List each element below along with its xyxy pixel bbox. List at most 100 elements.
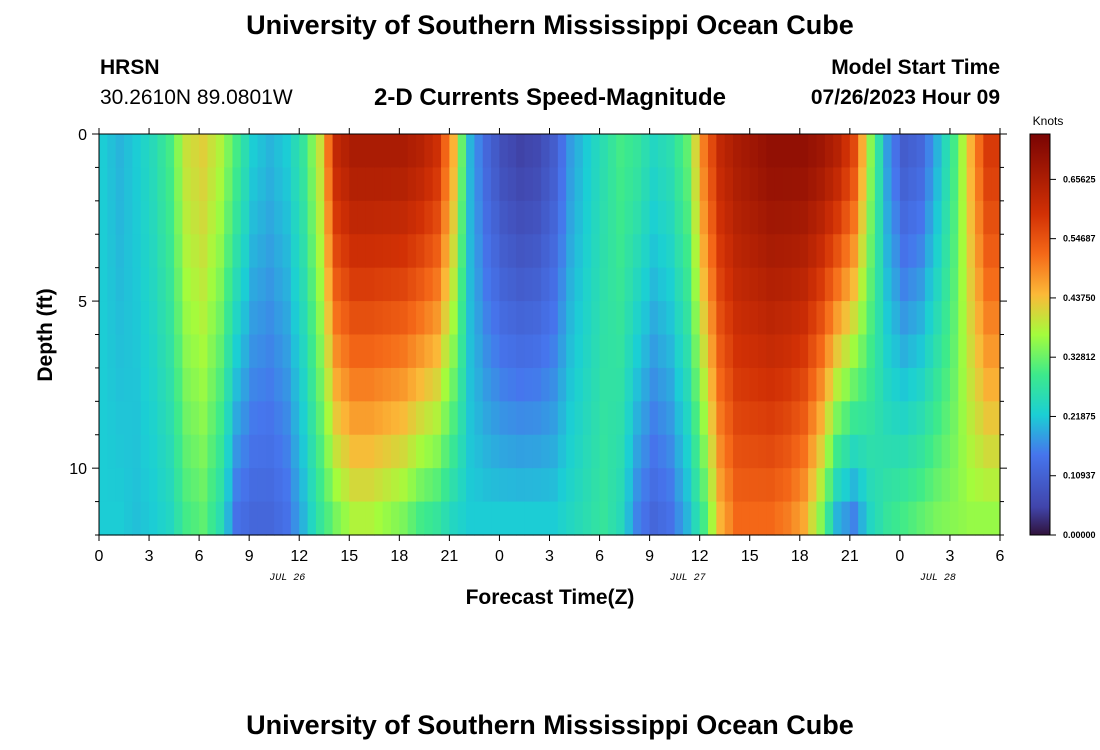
heatmap-cell <box>883 234 893 269</box>
heatmap-cell <box>257 200 267 235</box>
heatmap-cell <box>165 501 175 536</box>
heatmap-cell <box>799 200 809 235</box>
heatmap-cell <box>491 401 501 436</box>
heatmap-cell <box>374 401 384 436</box>
heatmap-cell <box>616 501 626 536</box>
heatmap-cell <box>324 334 334 369</box>
heatmap-cell <box>174 267 184 302</box>
heatmap-cell <box>899 434 909 469</box>
heatmap-cell <box>224 501 234 536</box>
heatmap-cell <box>524 200 534 235</box>
heatmap-cell <box>699 334 709 369</box>
heatmap-cell <box>824 200 834 235</box>
heatmap-cell <box>924 234 934 269</box>
heatmap-cell <box>549 134 559 169</box>
heatmap-cell <box>349 267 359 302</box>
heatmap-cell <box>791 334 801 369</box>
heatmap-cell <box>724 401 734 436</box>
x-tick-label: 9 <box>645 548 654 565</box>
heatmap-cell <box>224 401 234 436</box>
heatmap-cell <box>783 367 793 402</box>
heatmap-cell <box>916 167 926 202</box>
heatmap-cell <box>290 401 300 436</box>
heatmap-cell <box>791 401 801 436</box>
heatmap-cell <box>282 367 292 402</box>
heatmap-cell <box>115 267 125 302</box>
heatmap-cell <box>933 468 943 503</box>
heatmap-cell <box>541 334 551 369</box>
heatmap-cell <box>282 267 292 302</box>
heatmap-cell <box>174 434 184 469</box>
heatmap-cell <box>582 434 592 469</box>
heatmap-cell <box>257 401 267 436</box>
heatmap-cell <box>491 468 501 503</box>
heatmap-cell <box>257 501 267 536</box>
heatmap-cell <box>424 301 434 336</box>
heatmap-cell <box>274 334 284 369</box>
heatmap-cell <box>466 334 476 369</box>
heatmap-cell <box>641 167 651 202</box>
heatmap-cell <box>424 200 434 235</box>
heatmap-cell <box>307 167 317 202</box>
heatmap-cell <box>758 301 767 336</box>
heatmap-cell <box>774 134 784 169</box>
heatmap-cell <box>666 367 676 402</box>
heatmap-cell <box>524 468 534 503</box>
heatmap-cell <box>549 234 559 269</box>
heatmap-cell <box>140 501 150 536</box>
heatmap-cell <box>758 234 767 269</box>
heatmap-cell <box>766 301 776 336</box>
heatmap-cell <box>207 334 217 369</box>
heatmap-cell <box>149 234 158 269</box>
heatmap-cell <box>516 134 526 169</box>
heatmap-cell <box>607 200 617 235</box>
heatmap-cell <box>457 401 467 436</box>
heatmap-cell <box>582 468 592 503</box>
heatmap-cell <box>891 401 901 436</box>
heatmap-cell <box>983 267 993 302</box>
heatmap-cell <box>916 434 926 469</box>
heatmap-cell <box>783 468 793 503</box>
heatmap-cells <box>99 134 1001 536</box>
heatmap-cell <box>249 134 259 169</box>
heatmap-cell <box>390 434 400 469</box>
heatmap-cell <box>532 267 542 302</box>
heatmap-cell <box>232 367 242 402</box>
heatmap-cell <box>799 267 809 302</box>
heatmap-cell <box>599 501 609 536</box>
x-tick-label: 0 <box>495 548 504 565</box>
heatmap-cell <box>365 134 375 169</box>
heatmap-cell <box>541 367 551 402</box>
heatmap-cell <box>799 334 809 369</box>
heatmap-cell <box>441 167 450 202</box>
heatmap-cell <box>282 301 292 336</box>
heatmap-cell <box>866 134 876 169</box>
heatmap-cell <box>566 301 576 336</box>
heatmap-cell <box>399 434 409 469</box>
heatmap-cell <box>357 401 367 436</box>
heatmap-cell <box>833 200 843 235</box>
heatmap-cell <box>682 200 692 235</box>
heatmap-cell <box>265 334 275 369</box>
heatmap-cell <box>933 367 943 402</box>
heatmap-cell <box>107 200 117 235</box>
heatmap-cell <box>349 501 359 536</box>
heatmap-cell <box>949 334 959 369</box>
heatmap-cell <box>124 301 133 336</box>
heatmap-cell <box>482 167 492 202</box>
heatmap-cell <box>799 468 809 503</box>
x-tick-label: 6 <box>595 548 604 565</box>
heatmap-cell <box>307 334 317 369</box>
y-tick-label: 0 <box>78 127 87 144</box>
heatmap-cell <box>516 501 526 536</box>
heatmap-cell <box>357 501 367 536</box>
heatmap-cell <box>933 401 943 436</box>
heatmap-cell <box>324 434 334 469</box>
heatmap-cell <box>883 167 893 202</box>
heatmap-cell <box>374 434 384 469</box>
heatmap-cell <box>791 468 801 503</box>
heatmap-cell <box>958 301 968 336</box>
heatmap-cell <box>758 267 767 302</box>
heatmap-cell <box>499 301 509 336</box>
heatmap-cell <box>382 367 392 402</box>
